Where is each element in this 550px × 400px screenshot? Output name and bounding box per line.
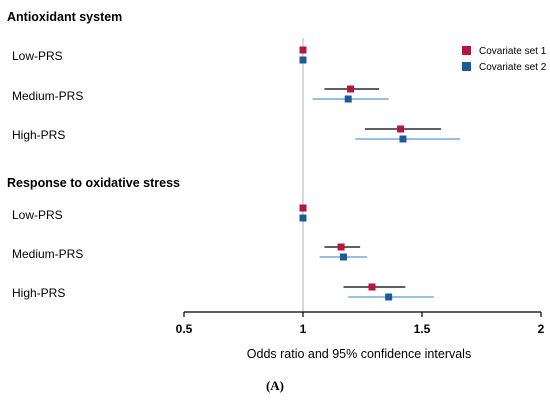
x-tick-label: 0.5 (176, 322, 193, 336)
point-marker-set2 (299, 214, 307, 222)
x-axis-title: Odds ratio and 95% confidence intervals (247, 347, 471, 361)
point-marker-set2 (399, 135, 407, 143)
section-title-response-to-oxidative-stress: Response to oxidative stress (7, 176, 180, 190)
row-label-antioxidant-high-prs: High-PRS (12, 128, 65, 142)
x-tick-label: 2 (538, 322, 545, 336)
x-axis-ticks: 0.5 1 1.5 2 (176, 312, 545, 336)
row-label-antioxidant-medium-prs: Medium-PRS (12, 89, 83, 103)
point-marker-set1 (368, 283, 376, 291)
legend-swatch-covariate-set-1 (462, 46, 471, 55)
panel-label: (A) (266, 378, 284, 393)
x-tick-label: 1.5 (414, 322, 431, 336)
section-title-antioxidant-system: Antioxidant system (7, 10, 122, 24)
row-label-oxidative-medium-prs: Medium-PRS (12, 247, 83, 261)
row-label-oxidative-high-prs: High-PRS (12, 286, 65, 300)
point-marker-set2 (299, 56, 307, 64)
legend-label-covariate-set-2: Covariate set 2 (479, 62, 547, 73)
row-label-oxidative-low-prs: Low-PRS (12, 208, 63, 222)
point-marker-set1 (299, 204, 307, 212)
point-marker-set2 (339, 253, 347, 261)
forest-marks (299, 46, 461, 301)
point-marker-set1 (337, 243, 345, 251)
point-marker-set1 (397, 125, 405, 133)
row-label-antioxidant-low-prs: Low-PRS (12, 49, 63, 63)
point-marker-set1 (347, 85, 355, 93)
point-marker-set2 (385, 293, 393, 301)
point-marker-set2 (344, 95, 352, 103)
legend-label-covariate-set-1: Covariate set 1 (479, 46, 547, 57)
legend-swatch-covariate-set-2 (462, 62, 471, 71)
x-tick-label: 1 (300, 322, 307, 336)
point-marker-set1 (299, 46, 307, 54)
